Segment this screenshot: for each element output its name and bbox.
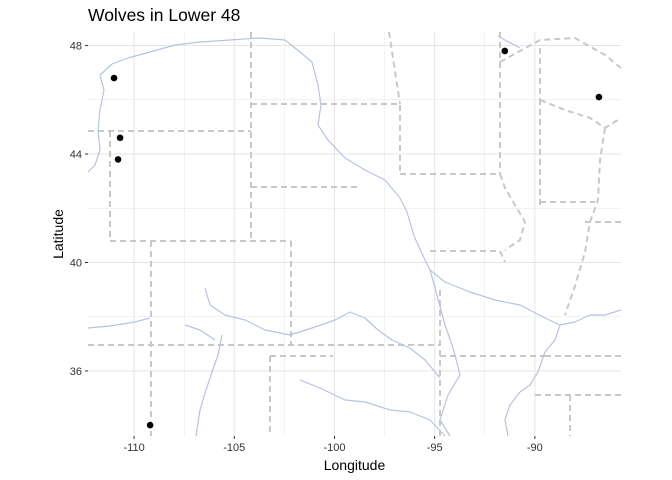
state-borders [88, 31, 622, 436]
rivers [87, 35, 622, 437]
x-tick-label: -105 [223, 442, 245, 454]
x-tick-label: -90 [527, 442, 543, 454]
plot-panel [87, 31, 622, 437]
wolf-point [110, 74, 118, 82]
wolf-point [501, 47, 509, 55]
chart-title: Wolves in Lower 48 [88, 5, 240, 25]
river-line [87, 74, 105, 173]
river-line [99, 37, 622, 326]
river-line [184, 324, 216, 341]
y-axis: 36 40 44 48 [70, 41, 88, 378]
wolf-point [146, 421, 154, 429]
state-border [109, 131, 291, 242]
y-tick-label: 44 [70, 149, 82, 161]
state-border [430, 250, 506, 263]
river-line [429, 269, 461, 437]
river-line [497, 35, 521, 49]
x-tick-label: -95 [427, 442, 443, 454]
river-line [87, 317, 151, 329]
state-border [499, 37, 622, 69]
state-border [539, 99, 622, 129]
state-border [388, 31, 401, 105]
data-points [110, 47, 603, 429]
river-line [195, 334, 223, 437]
river-line [204, 287, 441, 379]
x-axis-title: Longitude [324, 457, 386, 473]
wolf-point [114, 156, 122, 163]
x-tick-label: -100 [323, 442, 345, 454]
state-border [499, 173, 526, 251]
x-tick-label: -110 [123, 442, 144, 454]
wolf-point [595, 93, 603, 101]
x-axis: -110 -105 -100 -95 -90 [123, 436, 543, 454]
y-tick-label: 36 [70, 366, 82, 378]
panel-background [88, 32, 621, 436]
y-tick-label: 40 [70, 257, 82, 269]
state-border [251, 103, 401, 174]
river-line [504, 324, 561, 437]
wolf-point [116, 134, 124, 142]
grid-lines [88, 32, 621, 436]
river-line [299, 379, 446, 437]
y-tick-label: 48 [70, 41, 82, 53]
y-axis-title: Latitude [50, 209, 66, 259]
